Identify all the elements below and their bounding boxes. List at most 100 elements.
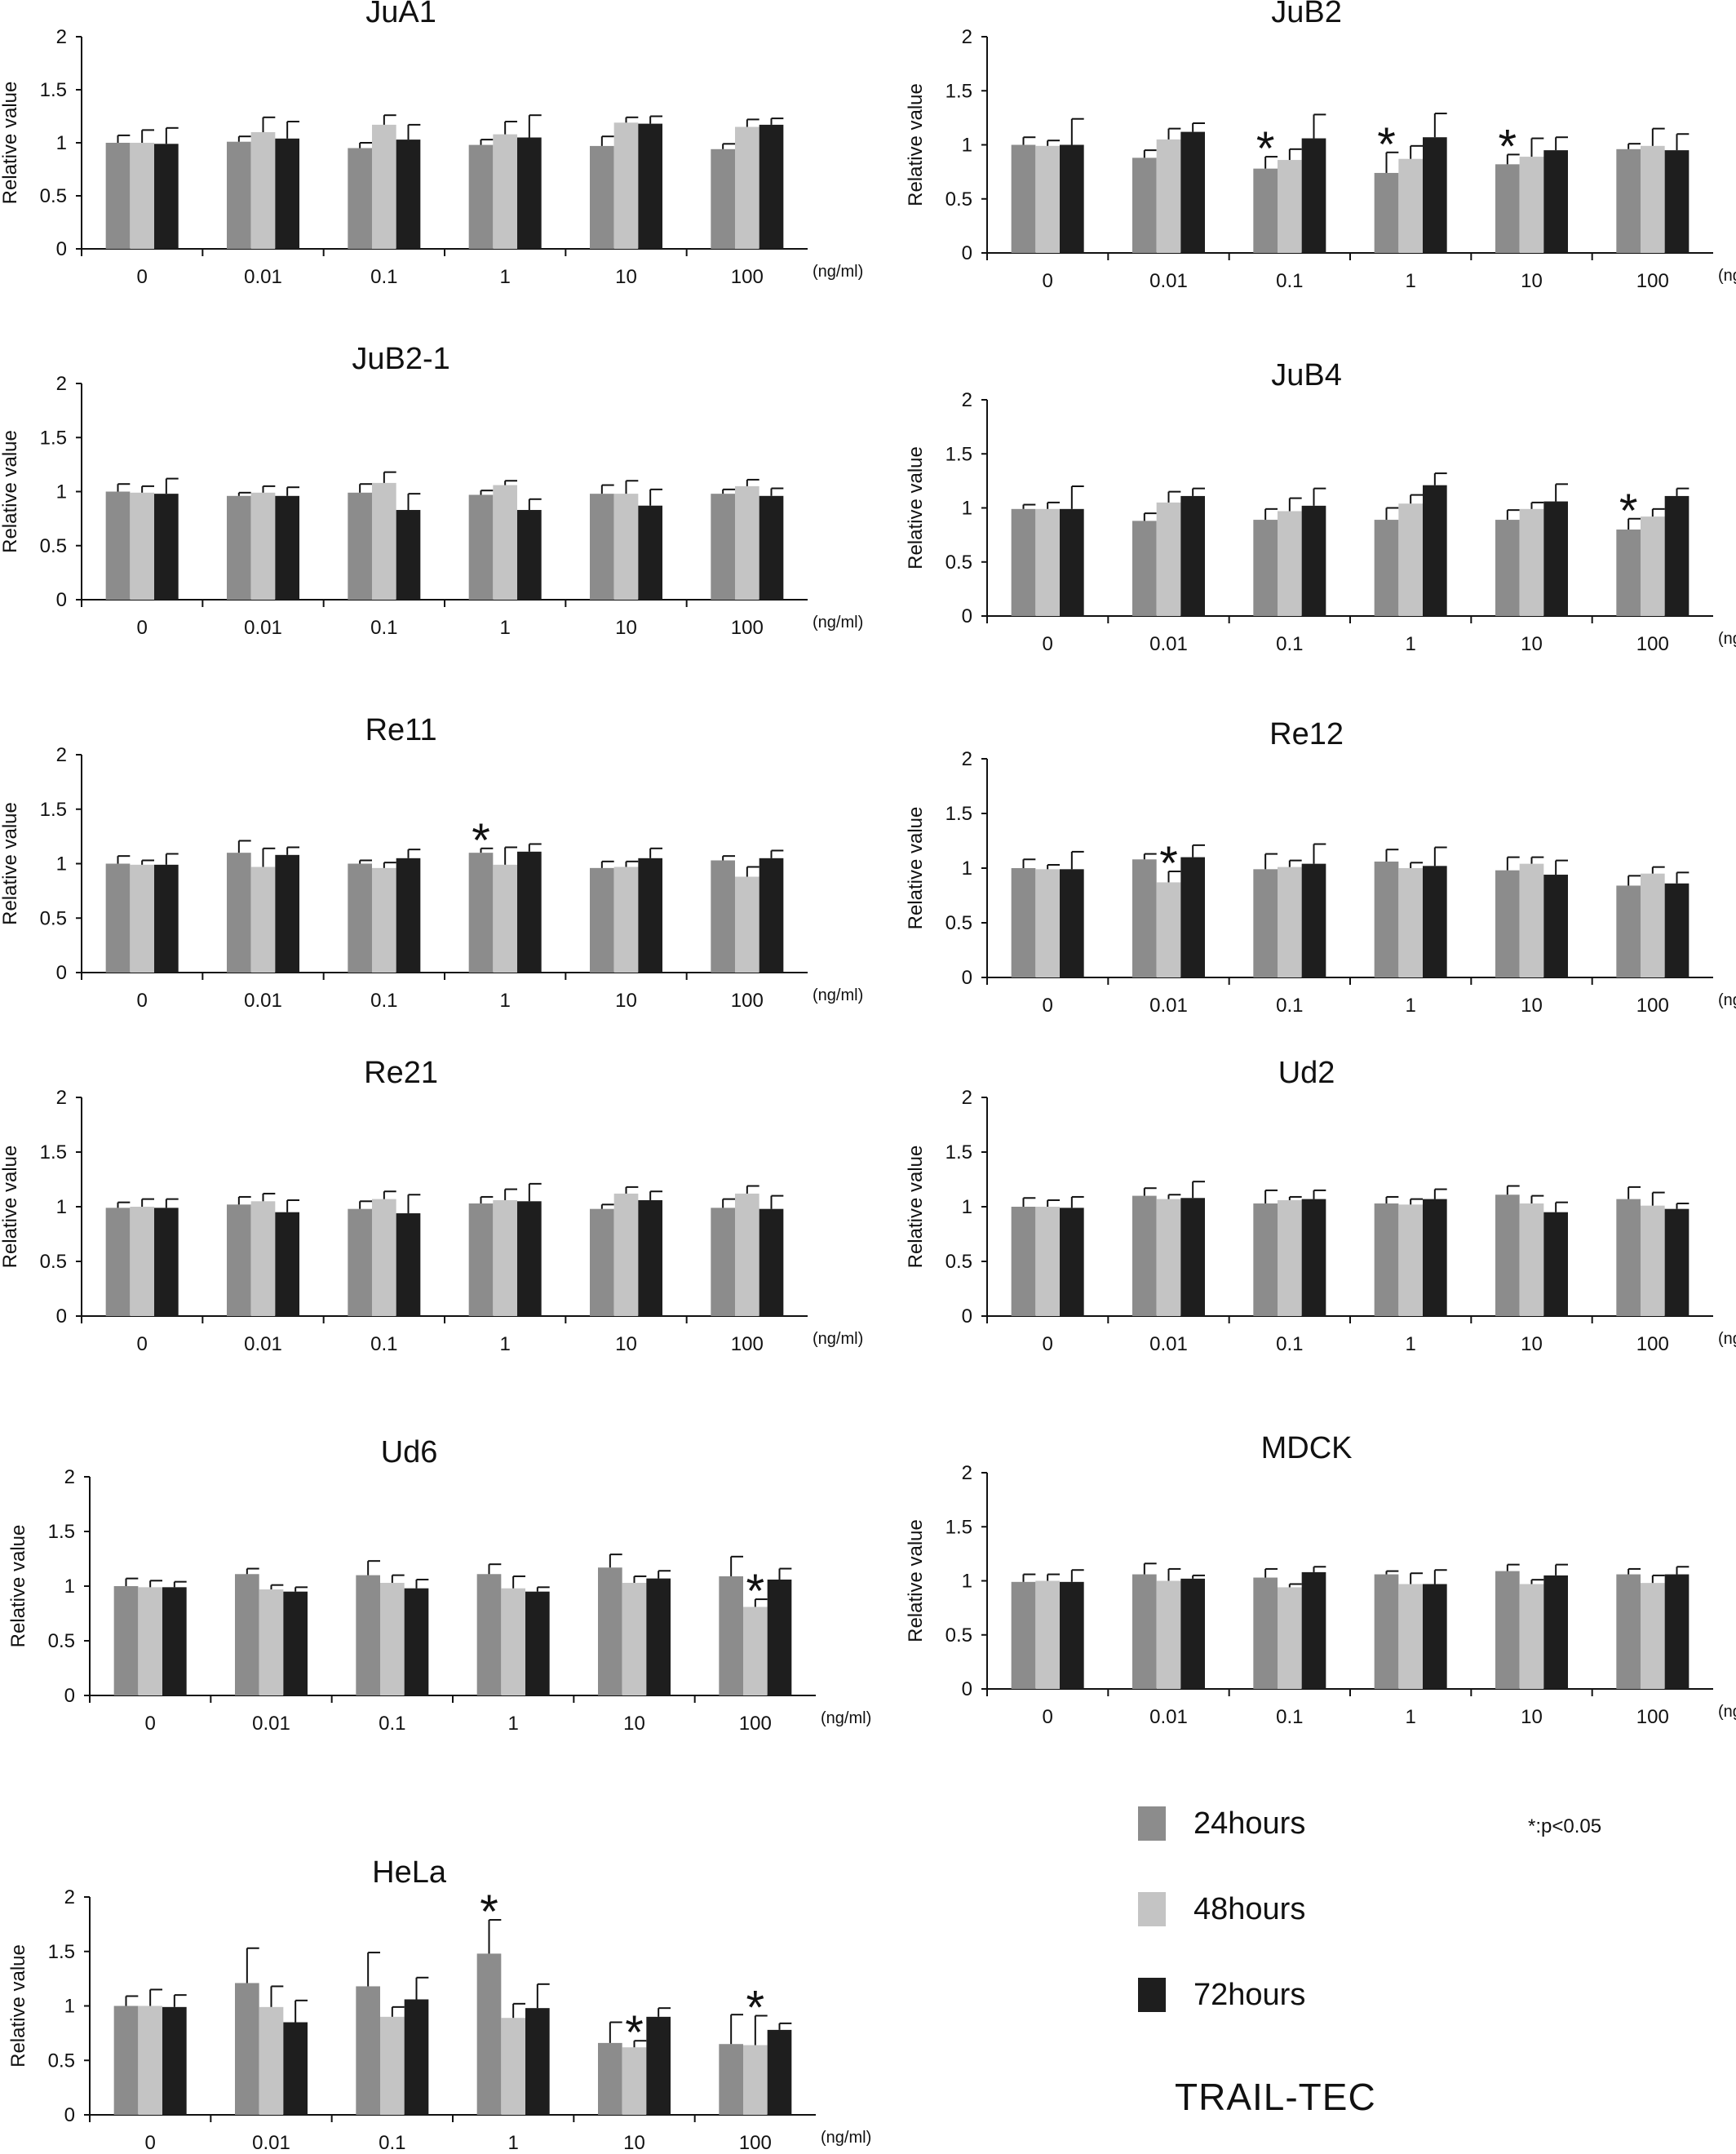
chart-2-xtick-label-3: 1 bbox=[499, 617, 510, 639]
chart-6-bar-1-2 bbox=[275, 1212, 299, 1316]
legend-item-48hours: 48hours bbox=[1138, 1885, 1305, 1934]
chart-10-xtick-label-3: 1 bbox=[507, 2132, 518, 2154]
chart-4-bar-3-0 bbox=[468, 853, 494, 973]
chart-1-ytick-label-1.5: 1.5 bbox=[946, 80, 972, 102]
chart-2-bar-5-0 bbox=[711, 494, 735, 600]
chart-10-xtick-label-2: 0.1 bbox=[379, 2132, 405, 2154]
chart-5-bar-0-0 bbox=[1011, 868, 1036, 977]
chart-10-significance-marker-2: * bbox=[746, 1982, 765, 2035]
chart-2-ytick-label-0: 0 bbox=[56, 589, 67, 611]
chart-7-xtick-label-1: 0.01 bbox=[1149, 1333, 1188, 1355]
chart-5-bar-1-0 bbox=[1132, 859, 1157, 977]
chart-10-bar-2-2 bbox=[404, 1999, 429, 2115]
chart-9-ytick-label-0: 0 bbox=[962, 1678, 972, 1700]
chart-3-ytick-label-0.5: 0.5 bbox=[946, 552, 972, 574]
chart-10-title: HeLa bbox=[372, 1855, 447, 1890]
chart-9-bar-2-0 bbox=[1253, 1577, 1278, 1689]
chart-5-bar-0-1 bbox=[1035, 869, 1060, 977]
chart-2-bar-0-2 bbox=[154, 494, 179, 600]
chart-4-ylabel: Relative value bbox=[0, 802, 21, 925]
chart-1-significance-marker-1: * bbox=[1377, 118, 1396, 171]
chart-8-bar-2-0 bbox=[356, 1575, 380, 1695]
chart-5-ytick-label-1: 1 bbox=[962, 858, 972, 880]
chart-1-bar-5-0 bbox=[1616, 148, 1641, 253]
chart-8-xtick-label-2: 0.1 bbox=[379, 1713, 405, 1735]
chart-8-bar-0-2 bbox=[162, 1587, 187, 1695]
chart-10-ytick-label-0: 0 bbox=[64, 2104, 75, 2126]
chart-7-bar-0-2 bbox=[1060, 1208, 1084, 1316]
chart-9-xtick-label-5: 100 bbox=[1636, 1706, 1669, 1728]
chart-9-bar-5-0 bbox=[1616, 1574, 1641, 1689]
chart-10-bar-2-0 bbox=[356, 1986, 380, 2115]
chart-2-ytick-label-0.5: 0.5 bbox=[40, 535, 67, 557]
chart-9-bar-2-2 bbox=[1301, 1571, 1326, 1689]
chart-2-bar-4-0 bbox=[590, 494, 614, 600]
chart-2-xunit-label: (ng/ml) bbox=[813, 614, 863, 632]
chart-10-bar-5-0 bbox=[719, 2044, 743, 2115]
chart-9-bar-4-2 bbox=[1543, 1575, 1568, 1689]
chart-6-xtick-label-4: 10 bbox=[615, 1333, 637, 1355]
chart-3-bar-1-1 bbox=[1156, 502, 1181, 616]
chart-8-bar-2-2 bbox=[404, 1588, 429, 1695]
chart-10-xtick-label-0: 0 bbox=[144, 2132, 155, 2154]
chart-7-title: Ud2 bbox=[1278, 1056, 1335, 1090]
chart-1-ytick-label-0.5: 0.5 bbox=[946, 188, 972, 211]
chart-4-ytick-label-0.5: 0.5 bbox=[40, 907, 67, 929]
chart-7-bar-0-0 bbox=[1011, 1207, 1036, 1316]
chart-4-bar-3-2 bbox=[517, 851, 542, 973]
chart-0-ytick-label-0: 0 bbox=[56, 238, 67, 260]
chart-1-bar-0-2 bbox=[1060, 144, 1084, 253]
chart-6-bar-2-0 bbox=[348, 1208, 372, 1316]
chart-1-bar-0-0 bbox=[1011, 144, 1036, 253]
chart-9-bar-3-1 bbox=[1398, 1584, 1423, 1689]
chart-1-xtick-label-0: 0 bbox=[1042, 270, 1052, 292]
chart-9-bar-3-2 bbox=[1423, 1584, 1447, 1689]
chart-7-ylabel: Relative value bbox=[905, 1146, 927, 1269]
chart-7-xtick-label-2: 0.1 bbox=[1276, 1333, 1303, 1355]
chart-3-title: JuB4 bbox=[1271, 358, 1342, 392]
chart-0-bar-1-0 bbox=[227, 141, 251, 249]
chart-4-bar-5-2 bbox=[759, 858, 784, 973]
chart-10-bar-4-1 bbox=[622, 2047, 647, 2115]
chart-9-title: MDCK bbox=[1261, 1431, 1353, 1465]
chart-6-bar-0-2 bbox=[154, 1208, 179, 1316]
chart-9-bar-1-1 bbox=[1156, 1580, 1181, 1689]
chart-1-significance-marker-0: * bbox=[1256, 122, 1275, 175]
chart-10-ylabel: Relative value bbox=[7, 1944, 29, 2068]
chart-8-xtick-label-4: 10 bbox=[623, 1713, 645, 1735]
chart-6-bar-3-1 bbox=[493, 1199, 517, 1316]
chart-5-ytick-label-0.5: 0.5 bbox=[946, 912, 972, 934]
chart-4-xunit-label: (ng/ml) bbox=[813, 986, 863, 1004]
chart-2-bar-2-1 bbox=[372, 482, 396, 600]
chart-4-xtick-label-1: 0.01 bbox=[244, 990, 282, 1012]
chart-6-bar-5-2 bbox=[759, 1208, 784, 1316]
chart-2-bar-3-1 bbox=[493, 485, 517, 600]
chart-0-bar-4-2 bbox=[638, 123, 662, 249]
chart-4-bar-1-0 bbox=[227, 853, 251, 973]
chart-8-bar-1-0 bbox=[235, 1574, 259, 1695]
chart-6-bar-4-2 bbox=[638, 1199, 662, 1316]
chart-10-bar-1-2 bbox=[283, 2022, 308, 2115]
chart-9-ytick-label-1: 1 bbox=[962, 1571, 972, 1593]
chart-9-xtick-label-4: 10 bbox=[1521, 1706, 1543, 1728]
chart-10-bar-5-2 bbox=[767, 2029, 792, 2115]
legend: 24hours 48hours 72hours *:p<0.05 TRAIL-T… bbox=[1138, 1799, 1709, 2142]
chart-6-ytick-label-1.5: 1.5 bbox=[40, 1141, 67, 1163]
chart-1-ytick-label-0: 0 bbox=[962, 242, 972, 264]
legend-label-48hours: 48hours bbox=[1194, 1891, 1306, 1926]
chart-0-bar-1-2 bbox=[275, 138, 299, 249]
chart-7-bar-3-0 bbox=[1374, 1203, 1399, 1316]
chart-10-bar-3-2 bbox=[525, 2008, 550, 2115]
chart-5-bar-1-2 bbox=[1180, 857, 1205, 977]
chart-3-bar-0-2 bbox=[1060, 508, 1084, 616]
chart-0-xtick-label-1: 0.01 bbox=[244, 266, 282, 288]
chart-8-bar-1-2 bbox=[283, 1591, 308, 1695]
chart-2-xtick-label-4: 10 bbox=[615, 617, 637, 639]
chart-7-xtick-label-0: 0 bbox=[1042, 1333, 1052, 1355]
chart-8-bar-4-2 bbox=[646, 1578, 671, 1695]
chart-1-bar-1-0 bbox=[1132, 157, 1157, 253]
chart-0-bar-4-1 bbox=[613, 122, 639, 249]
chart-3-bar-4-1 bbox=[1519, 508, 1544, 616]
chart-4-bar-5-0 bbox=[711, 860, 735, 973]
